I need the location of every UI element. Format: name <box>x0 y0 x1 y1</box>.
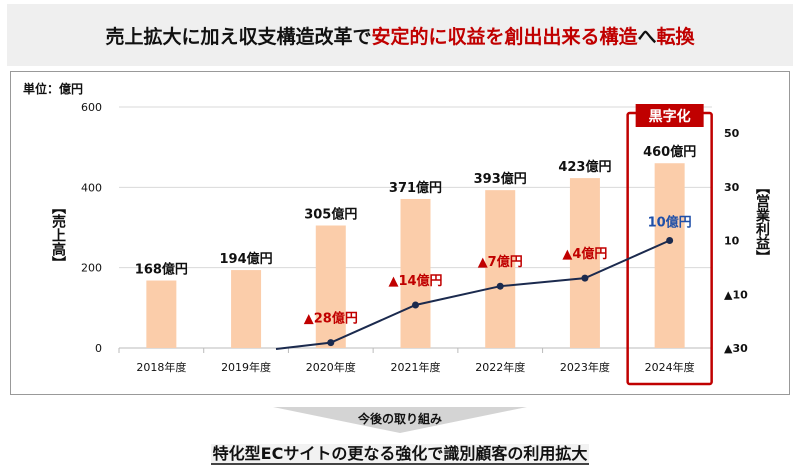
bar <box>654 163 685 348</box>
bar-value-label: 168億円 <box>135 262 188 278</box>
bar-value-label: 460億円 <box>643 144 696 160</box>
bar <box>400 198 431 348</box>
highlight-badge <box>635 104 704 127</box>
left-tick-label: 600 <box>81 101 102 114</box>
bar-value-label: 305億円 <box>304 206 357 222</box>
headline-part-1: 売上拡大に加え収支構造改革で <box>105 25 372 48</box>
left-tick-label: 0 <box>95 342 102 355</box>
left-tick-label: 200 <box>81 262 102 275</box>
line-value-label: ▲28億円 <box>304 311 358 327</box>
next-steps-label: 今後の取り組み <box>357 412 442 426</box>
line-value-label: ▲7億円 <box>478 254 523 270</box>
right-tick-label: 50 <box>724 127 740 140</box>
line-point <box>412 301 419 309</box>
bar-value-label: 423億円 <box>558 159 611 175</box>
bar <box>146 280 177 348</box>
left-tick-label: 400 <box>81 181 102 194</box>
left-axis-title: 【売上高】 <box>50 200 66 270</box>
line-point <box>666 237 674 244</box>
bar <box>569 178 600 348</box>
category-label: 2021年度 <box>391 360 441 374</box>
category-label: 2022年度 <box>475 360 525 374</box>
bar-value-label: 194億円 <box>220 251 273 267</box>
bar <box>231 270 262 348</box>
highlight-badge-text: 黒字化 <box>649 108 691 125</box>
category-label: 2023年度 <box>560 360 610 374</box>
category-label: 2018年度 <box>136 360 186 374</box>
category-label: 2024年度 <box>645 360 695 374</box>
next-steps-headline-wrap: 特化型ECサイトの更なる強化で識別顧客の利用拡大 <box>0 440 800 465</box>
line-point <box>581 274 589 282</box>
category-label: 2020年度 <box>306 360 356 374</box>
right-tick-label: 10 <box>724 235 740 248</box>
line-point <box>496 282 504 290</box>
headline-part-4: 転換 <box>656 25 695 48</box>
right-tick-label: 30 <box>724 181 740 194</box>
line-value-label: 10億円 <box>648 215 692 231</box>
bar-value-label: 371億円 <box>389 180 442 196</box>
line-point <box>327 339 335 347</box>
line-value-label: ▲14億円 <box>388 273 442 289</box>
headline-part-2: 安定的に収益を創出出来る構造 <box>371 25 638 48</box>
chart-frame <box>10 71 790 395</box>
bar <box>485 190 516 348</box>
next-steps-headline: 特化型ECサイトの更なる強化で識別顧客の利用拡大 <box>210 444 590 465</box>
headline-part-3: へ <box>637 25 657 48</box>
line-value-label: ▲4億円 <box>562 246 607 262</box>
bar-value-label: 393億円 <box>474 171 527 187</box>
right-tick-label: ▲30 <box>724 342 748 355</box>
category-label: 2019年度 <box>221 360 271 374</box>
right-tick-label: ▲10 <box>724 288 748 301</box>
bar <box>315 225 346 348</box>
operating-profit-line <box>275 239 671 350</box>
headline-banner: 売上拡大に加え収支構造改革で 安定的に収益を創出出来る構造へ転換 <box>7 4 793 66</box>
unit-label: 単位：億円 <box>23 82 84 96</box>
right-axis-title: 【営業利益】 <box>754 180 770 264</box>
